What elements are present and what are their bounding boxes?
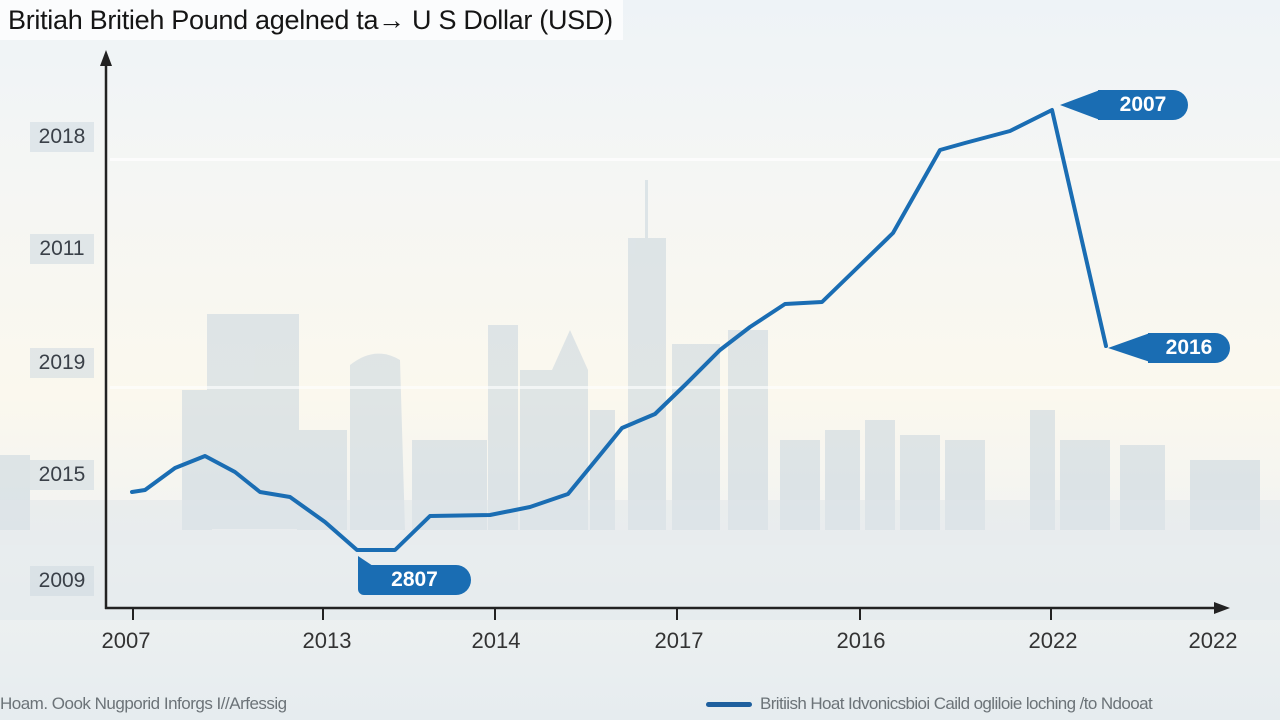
x-tick-label: 2022 (1188, 628, 1238, 653)
callout-drop-pointer (1108, 333, 1150, 362)
x-tick-label: 2022 (1028, 628, 1078, 653)
y-tick-label: 2015 (30, 460, 94, 490)
x-tick-label: 2007 (101, 628, 151, 653)
y-tick-label: 2018 (30, 122, 94, 152)
callout-trough: 2807 (358, 565, 471, 595)
x-tick-label: 2017 (654, 628, 704, 653)
data-line-series (130, 108, 1108, 552)
y-axis-arrow-icon (100, 50, 112, 66)
callout-peak-pointer (1060, 90, 1100, 120)
x-tick-label: 2013 (302, 628, 352, 653)
legend-line-swatch-icon (706, 701, 752, 707)
chart-title: Britiah Britieh Pound agelned ta→ U S Do… (0, 0, 623, 40)
y-tick-label: 2011 (30, 234, 94, 264)
callout-drop: 2016 (1148, 333, 1230, 363)
chart-legend: Britiish Hoat Idvonicsbioi Caild ogliloi… (706, 694, 1153, 714)
x-axis-arrow-icon (1214, 602, 1230, 614)
legend-label: Britiish Hoat Idvonicsbioi Caild ogliloi… (760, 694, 1153, 713)
y-tick-label: 2009 (30, 566, 94, 596)
footer-source-text: Hoam. Oook Nugporid Inforgs I//Arfessig (0, 694, 287, 713)
x-tick-label: 2016 (836, 628, 886, 653)
y-tick-label: 2019 (30, 348, 94, 378)
callout-peak: 2007 (1098, 90, 1188, 120)
x-tick-label: 2014 (471, 628, 521, 653)
